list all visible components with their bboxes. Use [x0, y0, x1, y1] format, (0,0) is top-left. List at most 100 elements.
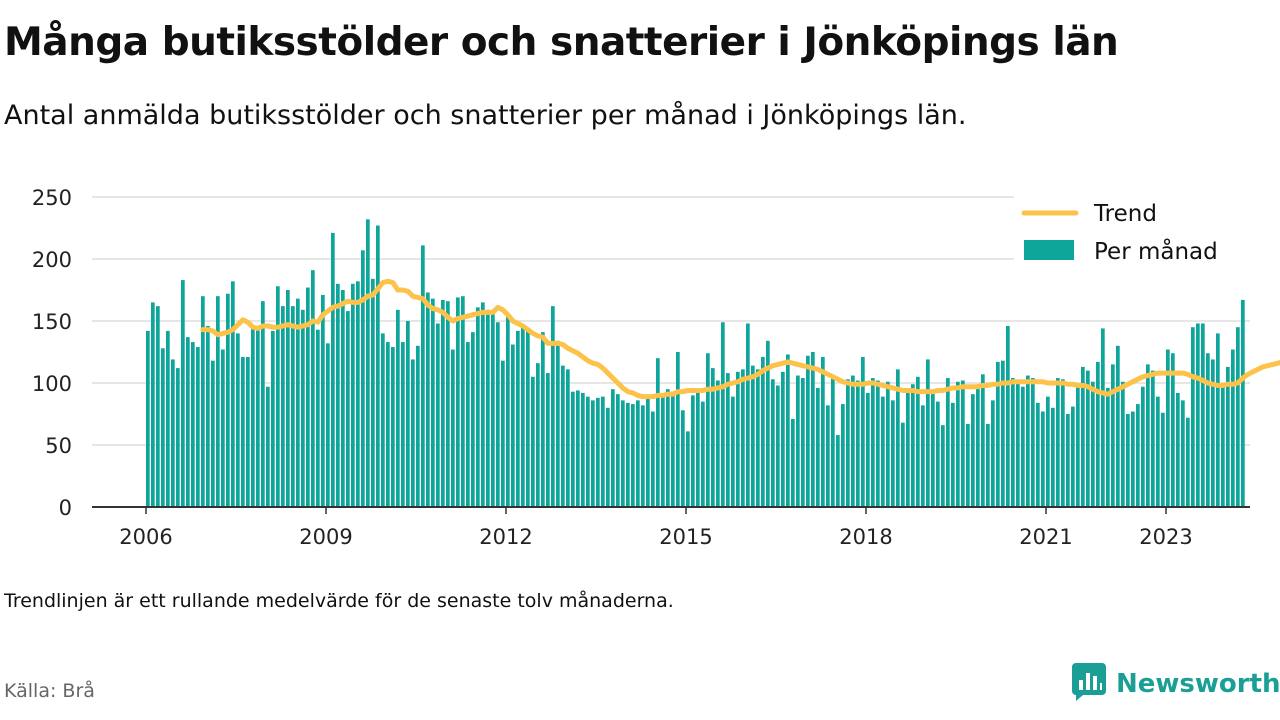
bar	[1121, 381, 1125, 507]
bar	[926, 359, 930, 507]
bar	[786, 354, 790, 507]
bar	[991, 400, 995, 507]
bar	[916, 376, 920, 507]
bar	[851, 375, 855, 507]
bar	[576, 390, 580, 507]
x-tick-label: 2009	[299, 525, 352, 549]
bar	[826, 405, 830, 507]
bar	[561, 365, 565, 507]
bar	[466, 342, 470, 507]
bar	[886, 381, 890, 507]
bar	[871, 378, 875, 507]
bar	[391, 347, 395, 507]
bar	[1151, 370, 1155, 507]
y-axis-tick-labels: 0 50 100 150 200 250	[32, 186, 72, 520]
bar	[651, 411, 655, 507]
bar	[1056, 378, 1060, 507]
bar	[586, 396, 590, 507]
bar	[181, 280, 185, 507]
bar	[631, 404, 635, 507]
x-axis-tick-labels: 2006 2009 2012 2015 2018 2021 2023	[119, 507, 1193, 549]
bar	[556, 340, 560, 507]
bar	[956, 381, 960, 507]
bar	[411, 359, 415, 507]
bar	[1026, 375, 1030, 507]
bar	[641, 405, 645, 507]
bar	[1161, 412, 1165, 507]
bar	[971, 394, 975, 507]
bar	[1006, 325, 1010, 507]
bar	[1231, 349, 1235, 507]
bar	[486, 309, 490, 507]
bar	[1186, 417, 1190, 507]
y-tick-label: 100	[32, 372, 72, 396]
bar	[176, 368, 180, 507]
bar	[421, 245, 425, 508]
bar	[436, 323, 440, 507]
bar	[716, 380, 720, 507]
bar	[451, 349, 455, 507]
legend: Trend Per månad	[1014, 192, 1250, 270]
bar	[371, 278, 375, 507]
bar	[646, 397, 650, 507]
bar	[1086, 370, 1090, 507]
bar	[346, 311, 350, 507]
trend-line	[200, 278, 1280, 400]
bar	[1101, 328, 1105, 507]
y-tick-label: 50	[45, 434, 72, 458]
bar	[1061, 379, 1065, 507]
bar	[236, 333, 240, 507]
bar	[216, 296, 220, 507]
bar	[1181, 400, 1185, 507]
bar	[261, 301, 265, 507]
bar	[1111, 364, 1115, 507]
bar	[606, 407, 610, 507]
bar	[1241, 299, 1245, 507]
bar	[776, 385, 780, 507]
bar	[936, 401, 940, 507]
bar	[811, 352, 815, 507]
bar	[876, 380, 880, 507]
bar	[156, 306, 160, 507]
bar	[1211, 359, 1215, 507]
bar	[516, 330, 520, 507]
bar	[166, 330, 170, 507]
bar	[621, 400, 625, 507]
bar	[711, 368, 715, 507]
bar	[806, 355, 810, 507]
bar	[726, 373, 730, 507]
x-tick-label: 2006	[119, 525, 172, 549]
bar	[981, 374, 985, 507]
bar	[501, 360, 505, 507]
bar	[381, 333, 385, 507]
bar	[1221, 386, 1225, 507]
bar	[1146, 364, 1150, 507]
bar	[891, 400, 895, 507]
bar	[366, 219, 370, 507]
bar	[721, 322, 725, 507]
bar	[921, 405, 925, 507]
bar	[1131, 411, 1135, 507]
x-tick-label: 2018	[839, 525, 892, 549]
bar	[736, 371, 740, 507]
y-tick-label: 0	[59, 496, 72, 520]
bar	[276, 286, 280, 507]
bar	[286, 290, 290, 507]
bar	[1141, 386, 1145, 507]
bar	[476, 307, 480, 507]
y-tick-label: 200	[32, 248, 72, 272]
bar	[316, 329, 320, 507]
bar	[441, 299, 445, 507]
bar	[471, 332, 475, 507]
bar	[1206, 353, 1210, 507]
bar	[1236, 327, 1240, 507]
bar	[161, 348, 165, 507]
bar	[1216, 333, 1220, 507]
bar	[1091, 381, 1095, 507]
bar	[746, 323, 750, 507]
bar	[1076, 385, 1080, 507]
bar	[496, 322, 500, 507]
bar	[151, 302, 155, 507]
bar	[741, 369, 745, 507]
bar	[386, 342, 390, 507]
